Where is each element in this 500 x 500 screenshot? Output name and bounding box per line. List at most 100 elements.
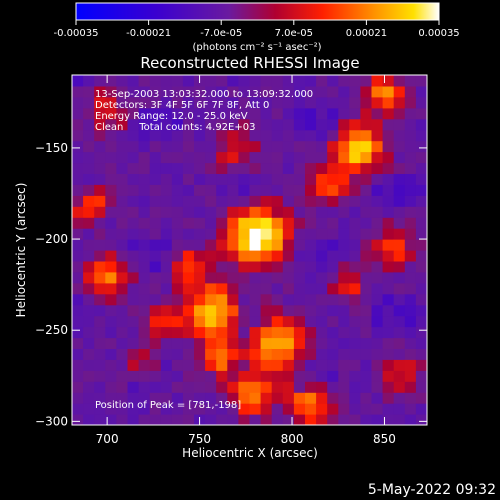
heatmap-cell [216,260,228,273]
heatmap-cell [371,403,384,415]
heatmap-cell [282,151,295,164]
heatmap-cell [338,250,350,262]
heatmap-cell [349,414,361,425]
heatmap-cell [293,293,306,306]
heatmap-cell [171,118,184,131]
heatmap-cell [171,85,184,98]
heatmap-cell [360,129,373,142]
heatmap-cell [327,414,339,425]
heatmap-cell [382,129,395,142]
heatmap-cell [415,151,427,164]
heatmap-cell [393,195,406,207]
heatmap-cell [216,304,228,317]
heatmap-cell [238,381,251,393]
heatmap-cell [293,359,306,371]
heatmap-cell [94,293,106,306]
heatmap-cell [238,337,251,349]
heatmap-cell [171,293,184,306]
heatmap-cell [382,304,395,317]
y-axis-label: Heliocentric Y (arcsec) [14,183,28,318]
heatmap-cell [293,173,306,185]
heatmap-cell [271,195,284,207]
heatmap-cell [116,206,129,218]
heatmap-cell [72,195,84,207]
heatmap-cell [282,282,295,295]
heatmap-cell [227,162,239,174]
heatmap-cell [138,96,151,109]
heatmap-cell [249,140,262,153]
heatmap-cell [282,381,295,393]
heatmap-cell [371,271,384,284]
heatmap-cell [282,392,295,404]
heatmap-cell [316,282,328,295]
heatmap-cell [271,348,284,360]
heatmap-cell [72,228,84,240]
heatmap-cell [293,370,306,382]
heatmap-cell [127,260,140,273]
heatmap-cell [393,75,406,87]
heatmap-cell [249,293,262,306]
heatmap-cell [327,359,339,371]
heatmap-cell [338,381,350,393]
heatmap-cell [138,140,151,153]
heatmap-cell [149,96,162,109]
heatmap-cell [371,304,384,317]
heatmap-cell [149,184,162,196]
heatmap-cell [182,370,195,382]
heatmap-cell [149,217,162,229]
heatmap-cell [393,184,406,196]
heatmap-cell [160,184,173,196]
heatmap-cell [282,129,295,142]
heatmap-cell [260,162,273,174]
heatmap-cell [382,228,395,240]
heatmap-cell [260,184,273,196]
heatmap-cell [249,271,262,284]
heatmap-cell [205,239,217,251]
heatmap-cell [182,195,195,207]
heatmap-cell [404,260,417,273]
heatmap-cell [415,85,427,98]
heatmap-cell [205,326,217,339]
heatmap-cell [415,370,427,382]
heatmap-cell [271,206,284,218]
heatmap-cell [404,217,417,229]
heatmap-cell [404,392,417,404]
heatmap-cell [116,195,129,207]
heatmap-cell [271,75,284,87]
heatmap-cell [83,392,95,404]
heatmap-cell [349,381,361,393]
heatmap-cell [194,162,206,174]
heatmap-cell [360,228,373,240]
heatmap-cell [282,239,295,251]
heatmap-cell [393,315,406,328]
heatmap-cell [216,271,228,284]
heatmap-cell [216,326,228,339]
heatmap-cell [227,337,239,349]
heatmap-cell [171,414,184,425]
heatmap-cell [94,184,106,196]
heatmap-cell [127,370,140,382]
heatmap-cell [349,260,361,273]
heatmap-cell [127,184,140,196]
heatmap-cell [371,184,384,196]
heatmap-cell [393,260,406,273]
heatmap-cell [349,304,361,317]
heatmap-cell [194,173,206,185]
heatmap-cell [160,260,173,273]
heatmap-cell [94,250,106,262]
heatmap-cell [371,217,384,229]
heatmap-cell [227,359,239,371]
heatmap-cell [205,348,217,360]
heatmap-cell [338,140,350,153]
heatmap-cell [415,348,427,360]
heatmap-cell [260,348,273,360]
heatmap-cell [282,370,295,382]
heatmap-cell [72,337,84,349]
heatmap-cell [382,85,395,98]
heatmap-cell [127,228,140,240]
heatmap-cell [393,239,406,251]
heatmap-cell [227,96,239,109]
heatmap-cell [160,337,173,349]
heatmap-cell [194,315,206,328]
heatmap-cell [316,260,328,273]
